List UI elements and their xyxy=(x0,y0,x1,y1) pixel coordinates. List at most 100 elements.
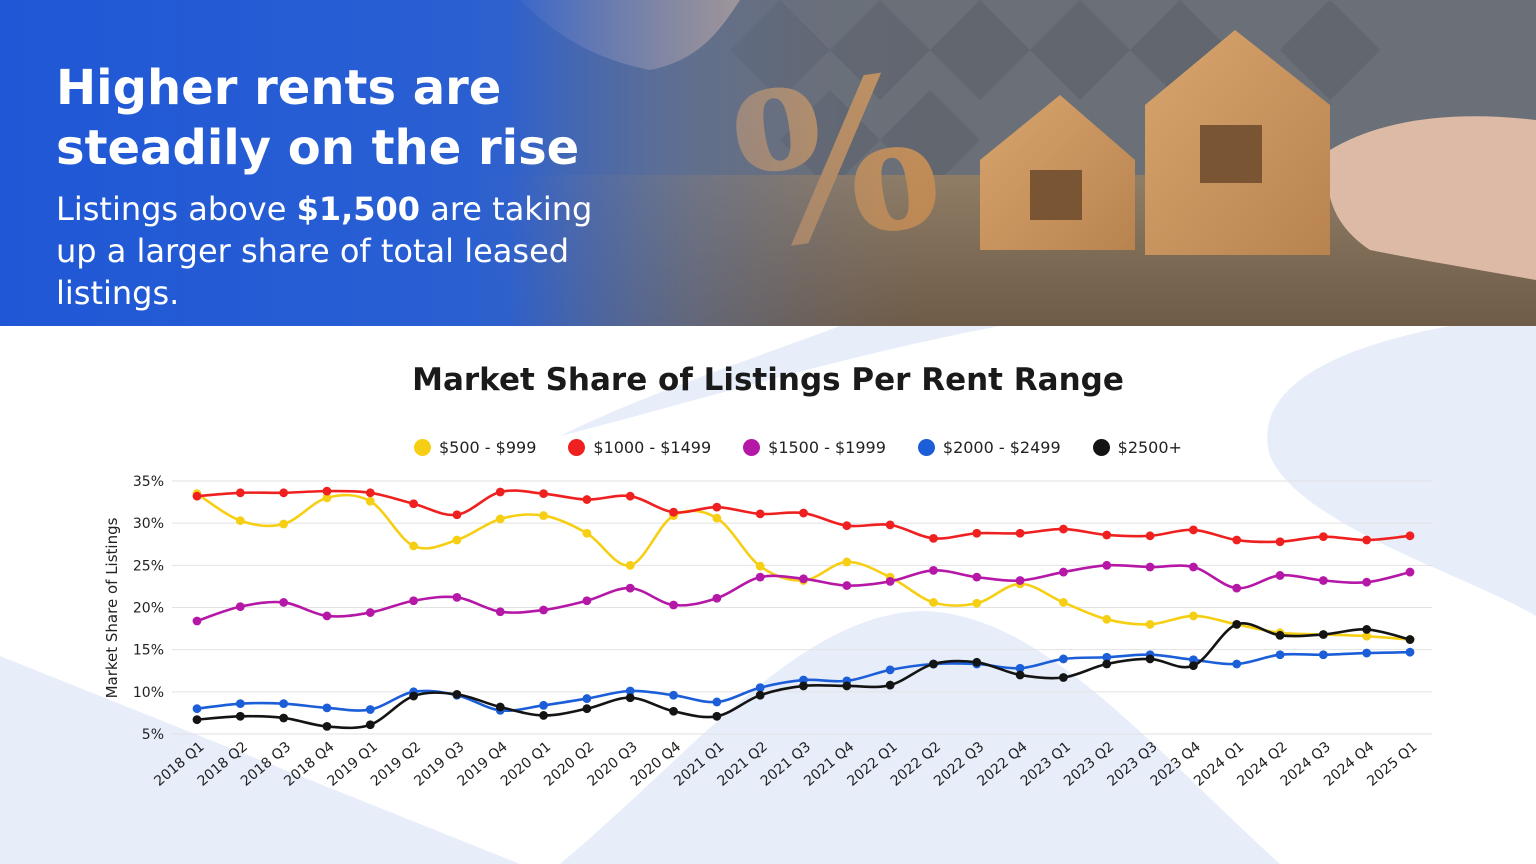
hero-banner: % Higher rents are steadily on the rise … xyxy=(0,0,1536,326)
data-point xyxy=(972,572,982,582)
data-point xyxy=(669,706,678,716)
data-point xyxy=(1188,661,1198,671)
series-line xyxy=(196,622,1411,730)
data-point xyxy=(365,488,375,498)
legend-swatch xyxy=(743,439,761,456)
data-point xyxy=(1318,532,1328,542)
data-point xyxy=(235,711,245,721)
data-point xyxy=(885,520,895,530)
data-point xyxy=(972,657,982,667)
data-point xyxy=(409,691,419,701)
data-point xyxy=(582,495,592,504)
hero-photo: % xyxy=(0,0,1536,326)
data-point xyxy=(972,598,982,608)
data-point xyxy=(1405,647,1415,657)
subheadline: Listings above $1,500 are taking up a la… xyxy=(56,188,626,314)
data-point xyxy=(235,516,245,526)
data-point xyxy=(1405,635,1415,644)
data-point xyxy=(625,686,635,696)
data-point xyxy=(842,557,852,567)
data-point xyxy=(1059,524,1068,534)
data-point xyxy=(1405,567,1415,577)
data-point xyxy=(409,541,419,551)
data-point xyxy=(495,487,505,497)
data-point xyxy=(1059,598,1068,607)
y-tick-label: 35% xyxy=(133,474,164,490)
data-point xyxy=(322,493,332,503)
data-point xyxy=(279,699,289,709)
data-point xyxy=(799,508,808,518)
data-point xyxy=(755,561,765,571)
data-point xyxy=(842,681,852,691)
subheadline-text-2: are taking up a larger share of total le… xyxy=(56,190,593,312)
data-point xyxy=(1275,630,1285,640)
data-point xyxy=(929,565,938,575)
legend-item: $2500+ xyxy=(1092,438,1182,457)
data-point xyxy=(842,581,852,590)
data-point xyxy=(885,576,895,586)
data-point xyxy=(885,680,895,690)
data-point xyxy=(929,598,938,607)
data-point xyxy=(192,715,202,725)
y-tick-label: 10% xyxy=(133,685,164,701)
data-point xyxy=(1102,614,1112,624)
data-point xyxy=(1102,652,1112,662)
legend-swatch xyxy=(414,439,431,456)
data-point xyxy=(1188,525,1198,535)
data-point xyxy=(625,583,635,593)
data-point xyxy=(192,704,202,714)
data-point xyxy=(539,700,548,710)
data-point xyxy=(279,713,289,723)
legend-item: $500 - $999 xyxy=(414,438,536,457)
data-point xyxy=(1362,648,1372,658)
chart-legend: $500 - $999 $1000 - $1499 $1500 - $1999 $20… xyxy=(414,438,1182,457)
data-point xyxy=(1059,654,1068,664)
data-point xyxy=(1362,535,1372,545)
chart-title: Market Share of Listings Per Rent Range xyxy=(412,362,1124,398)
data-point xyxy=(1015,670,1025,680)
data-point xyxy=(279,598,289,607)
data-point xyxy=(755,690,765,700)
legend-swatch xyxy=(1092,439,1110,456)
data-point xyxy=(279,519,289,529)
data-point xyxy=(539,711,548,720)
data-point xyxy=(669,690,678,700)
data-point xyxy=(539,605,548,615)
data-point xyxy=(1275,571,1285,580)
data-point xyxy=(1318,650,1328,660)
data-point xyxy=(235,699,245,709)
data-point xyxy=(1275,650,1285,660)
data-point xyxy=(1059,567,1068,577)
data-point xyxy=(1102,530,1112,540)
data-point xyxy=(929,659,938,669)
data-point xyxy=(669,507,678,517)
data-point xyxy=(712,711,722,721)
subheadline-text-1: Listings above xyxy=(56,190,297,228)
data-point xyxy=(235,488,245,498)
data-point xyxy=(1232,659,1242,669)
y-tick-label: 20% xyxy=(133,601,164,617)
data-point xyxy=(625,560,635,570)
data-point xyxy=(365,608,375,617)
chart-background xyxy=(0,326,1536,864)
data-point xyxy=(712,502,722,512)
headline: Higher rents are steadily on the rise xyxy=(56,60,580,176)
data-point xyxy=(1102,659,1112,669)
y-tick-label: 5% xyxy=(142,727,164,743)
data-point xyxy=(322,722,332,731)
background-shapes xyxy=(0,326,1536,864)
data-point xyxy=(192,491,202,501)
data-point xyxy=(1188,611,1198,621)
legend-label: $500 - $999 xyxy=(439,438,537,457)
data-point xyxy=(842,521,852,531)
subheadline-highlight: $1,500 xyxy=(296,190,421,228)
data-point xyxy=(409,596,419,606)
data-point xyxy=(322,703,332,713)
data-point xyxy=(1145,619,1155,629)
data-point xyxy=(452,592,462,602)
legend-label: $2000 - $2499 xyxy=(942,438,1061,457)
data-point xyxy=(322,611,332,621)
data-point xyxy=(1232,583,1242,593)
data-point xyxy=(452,535,462,545)
data-point xyxy=(712,593,722,603)
